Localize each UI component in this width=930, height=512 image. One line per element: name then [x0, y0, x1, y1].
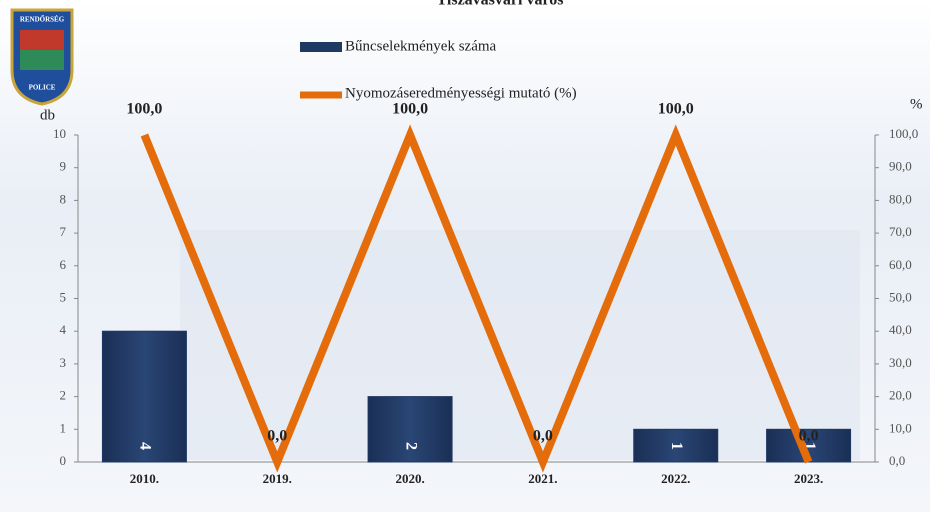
line-value-label: 100,0 [126, 101, 162, 118]
bar-value-label: 2 [402, 442, 419, 450]
y2-tick-label: 10,0 [889, 420, 912, 435]
y-tick-label: 5 [60, 289, 67, 304]
y-tick-label: 10 [53, 126, 66, 141]
x-tick-label: 2022. [661, 471, 690, 486]
y-tick-label: 9 [60, 159, 67, 174]
bar-value-label: 1 [801, 442, 818, 450]
badge-top: RENDŐRSÉG [20, 16, 65, 24]
chart-title: Tiszavasvári város [437, 0, 564, 9]
y-tick-label: 8 [60, 191, 67, 206]
line-value-label: 100,0 [392, 101, 428, 118]
y-axis-label: db [40, 107, 55, 123]
y-tick-label: 1 [60, 420, 67, 435]
x-tick-label: 2023. [794, 471, 823, 486]
bar [101, 330, 187, 463]
y2-tick-label: 20,0 [889, 388, 912, 403]
line-value-label: 0,0 [799, 428, 819, 445]
badge: RENDŐRSÉG POLICE [10, 8, 74, 106]
y2-tick-label: 50,0 [889, 289, 912, 304]
line-value-label: 0,0 [267, 428, 287, 445]
badge-bottom: POLICE [29, 84, 56, 92]
y2-tick-label: 80,0 [889, 191, 912, 206]
bar-value-label: 4 [137, 442, 154, 450]
y-tick-label: 7 [60, 224, 67, 239]
y2-tick-label: 90,0 [889, 159, 912, 174]
bar [367, 396, 453, 463]
badge-stripe [20, 50, 64, 70]
line-value-label: 100,0 [658, 101, 694, 118]
line [140, 124, 813, 473]
y2-tick-label: 70,0 [889, 224, 912, 239]
y-tick-label: 2 [60, 388, 67, 403]
bar-value-label: 1 [668, 442, 685, 450]
bar [633, 428, 719, 463]
x-tick-label: 2010. [130, 471, 159, 486]
line-value-label: 0,0 [533, 428, 553, 445]
legend-label: Nyomozáseredményességi mutató (%) [345, 85, 577, 101]
y-tick-label: 4 [60, 322, 67, 337]
x-tick-label: 2020. [395, 471, 424, 486]
y2-tick-label: 0,0 [889, 453, 905, 468]
x-tick-label: 2021. [528, 471, 557, 486]
y2-axis-label: % [910, 96, 923, 112]
legend-label: Bűncselekmények száma [345, 38, 497, 54]
y-tick-label: 3 [60, 355, 67, 370]
y-tick-label: 6 [60, 257, 67, 272]
y2-tick-label: 40,0 [889, 322, 912, 337]
x-tick-label: 2019. [263, 471, 292, 486]
y2-tick-label: 30,0 [889, 355, 912, 370]
y2-tick-label: 100,0 [889, 126, 918, 141]
y2-tick-label: 60,0 [889, 257, 912, 272]
y-tick-label: 0 [60, 453, 67, 468]
legend-swatch [300, 42, 342, 52]
